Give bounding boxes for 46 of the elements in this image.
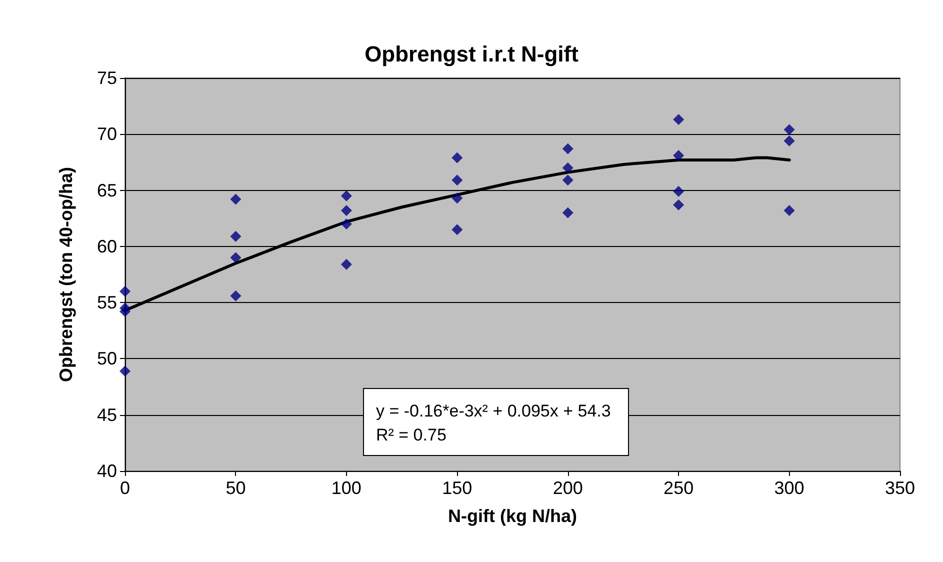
y-tick-label: 55 <box>96 292 117 313</box>
point <box>340 190 352 202</box>
point <box>340 258 352 270</box>
y-tick-label: 65 <box>96 180 117 200</box>
point <box>340 204 352 216</box>
y-tick-label: 60 <box>96 236 117 256</box>
point <box>230 230 242 242</box>
point <box>120 286 130 297</box>
point <box>673 186 684 197</box>
x-tick-label: 350 <box>884 478 916 498</box>
x-tick-label: 250 <box>664 478 694 498</box>
point <box>230 194 242 205</box>
x-tick-label: 100 <box>331 478 362 498</box>
y-tick-label: 40 <box>96 461 117 481</box>
point <box>452 152 463 164</box>
x-tick-label: 200 <box>552 478 583 498</box>
point <box>562 207 574 218</box>
y-tick-label: 50 <box>96 348 117 369</box>
point <box>673 114 684 126</box>
point <box>452 174 463 186</box>
x-tick-label: 150 <box>442 478 472 498</box>
y-tick-label: 75 <box>96 68 117 88</box>
point <box>784 204 795 216</box>
x-tick-label: 50 <box>226 478 246 498</box>
point <box>452 192 463 204</box>
point <box>120 366 130 377</box>
x-axis-title: N-gift (kg N/ha) <box>448 506 577 526</box>
y-tick-label: 70 <box>96 124 117 144</box>
point <box>784 135 795 146</box>
point <box>784 124 795 136</box>
point <box>673 150 684 161</box>
point <box>230 252 242 264</box>
x-tick-label: 300 <box>774 478 804 498</box>
point <box>673 199 684 210</box>
point <box>340 218 352 230</box>
point <box>452 224 463 236</box>
point <box>120 306 130 318</box>
x-tick-label: 0 <box>120 478 130 498</box>
point <box>230 290 242 302</box>
point <box>562 143 574 154</box>
y-tick-label: 45 <box>96 404 117 425</box>
point <box>562 162 574 174</box>
y-axis-title: Opbrengst (ton 40-op/ha) <box>56 167 76 382</box>
chart-title: Opbrengst i.r.t N-gift <box>364 42 580 66</box>
point <box>562 174 574 186</box>
annotation: y = -0.16*e-3x² + 0.095x + 54.3 R² = 0.75 <box>376 402 611 444</box>
